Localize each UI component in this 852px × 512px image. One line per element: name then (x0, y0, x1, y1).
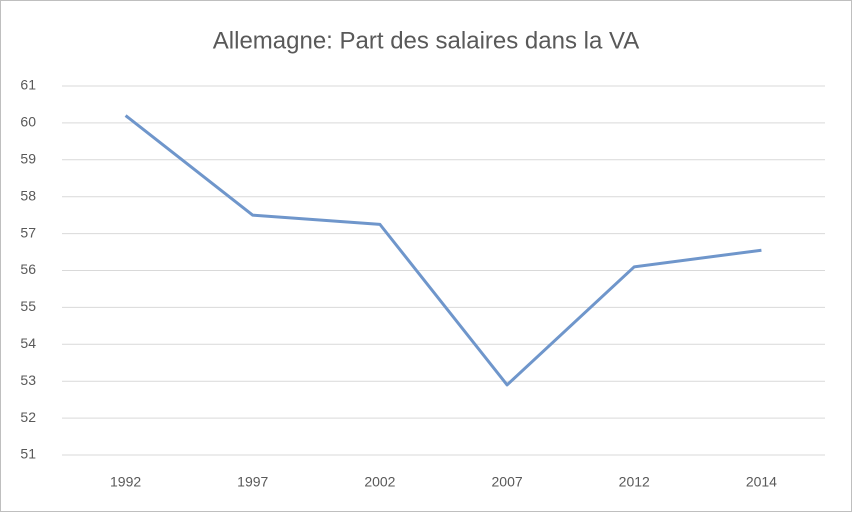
x-tick-label: 2012 (619, 474, 650, 490)
chart-title: Allemagne: Part des salaires dans la VA (213, 27, 639, 54)
y-tick-label: 58 (20, 187, 36, 203)
y-tick-label: 54 (20, 335, 36, 351)
x-tick-label: 1997 (237, 474, 268, 490)
line-series (124, 114, 762, 387)
x-tick-label: 2002 (364, 474, 395, 490)
y-tick-label: 53 (20, 372, 36, 388)
y-tick-label: 51 (20, 446, 36, 462)
y-tick-label: 52 (20, 409, 36, 425)
x-tick-label: 2014 (746, 474, 777, 490)
x-tick-label: 1992 (110, 474, 141, 490)
y-tick-label: 56 (20, 261, 36, 277)
x-tick-label: 2007 (492, 474, 523, 490)
y-tick-label: 55 (20, 298, 36, 314)
y-tick-label: 57 (20, 224, 36, 240)
y-tick-label: 59 (20, 151, 36, 167)
y-tick-label: 60 (20, 114, 36, 130)
y-tick-label: 61 (20, 77, 36, 93)
